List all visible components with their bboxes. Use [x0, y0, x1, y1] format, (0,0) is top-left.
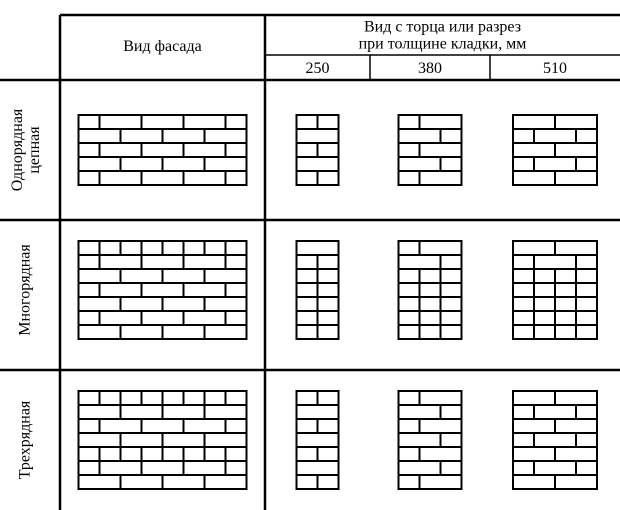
cross-header-line1: Вид с торца или разрез	[364, 19, 521, 36]
row-label: Многорядная	[17, 244, 34, 336]
row-label: Трехрядная	[17, 400, 34, 479]
facade-header: Вид фасада	[123, 38, 201, 55]
thickness-label: 380	[418, 60, 442, 77]
brickwork-bonding-diagram: Вид фасада Вид с торца или разрезпри толщ…	[0, 0, 620, 510]
row-label: Одноряднаяцепная	[9, 108, 43, 191]
cross-header-line2: при толщине кладки, мм	[359, 36, 527, 53]
thickness-label: 250	[306, 60, 330, 77]
thickness-label: 510	[543, 60, 567, 77]
